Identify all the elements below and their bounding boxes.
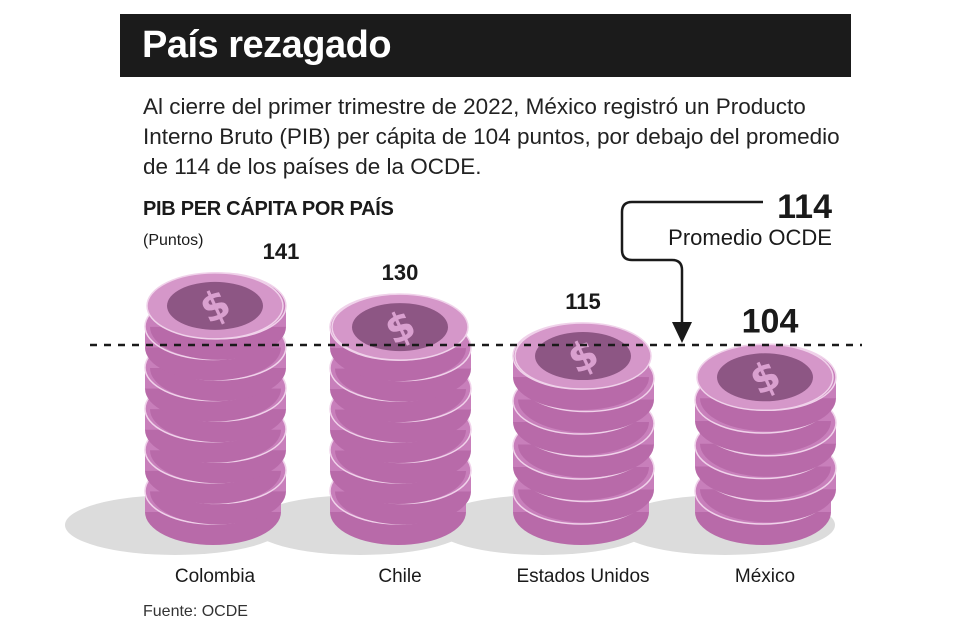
category-label: Estados Unidos [516, 566, 649, 587]
arrow-down-icon [672, 322, 692, 343]
source: Fuente: OCDE [143, 603, 248, 620]
average-value: 114 [777, 188, 832, 226]
coin-face [167, 281, 263, 330]
value-label: 104 [742, 302, 799, 340]
value-label: 141 [263, 239, 300, 264]
value-label: 115 [565, 289, 601, 314]
value-label: 130 [382, 260, 419, 285]
title-bar: País rezagado [120, 14, 851, 77]
coin-face [352, 303, 448, 352]
category-label: México [735, 566, 795, 587]
arrow-connector [620, 200, 763, 330]
description: Al cierre del primer trimestre de 2022, … [143, 94, 840, 179]
title: País rezagado [142, 24, 392, 66]
category-label: Chile [378, 566, 421, 587]
category-label: Colombia [175, 566, 256, 587]
coin-face [717, 353, 813, 402]
y-units-label: (Puntos) [143, 232, 204, 249]
average-label: Promedio OCDE [668, 225, 832, 250]
chart-title: PIB PER CÁPITA POR PAÍS [143, 198, 394, 220]
